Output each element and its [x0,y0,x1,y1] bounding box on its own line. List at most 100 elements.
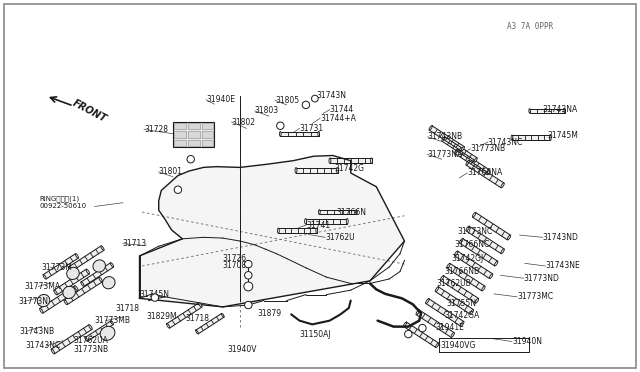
Ellipse shape [100,326,115,340]
Polygon shape [51,325,92,354]
Polygon shape [472,212,511,240]
Text: 31773MC: 31773MC [517,292,553,301]
Ellipse shape [63,286,76,298]
Polygon shape [404,322,438,347]
Text: 31728: 31728 [144,125,168,134]
Ellipse shape [40,308,43,313]
Text: 31743NE: 31743NE [545,262,580,270]
Ellipse shape [86,269,90,274]
Text: 31773NB: 31773NB [74,345,109,354]
Text: 00922-50610: 00922-50610 [40,203,87,209]
Text: 31743NA: 31743NA [543,105,578,114]
Text: 31743ND: 31743ND [543,233,579,242]
Ellipse shape [487,170,490,174]
Bar [174,123,186,129]
Ellipse shape [508,235,511,240]
Ellipse shape [75,286,78,291]
Text: 31766NC: 31766NC [454,240,490,249]
Circle shape [244,260,252,268]
Ellipse shape [54,290,58,295]
Polygon shape [64,277,102,305]
Circle shape [244,301,252,309]
Bar [188,140,200,146]
Polygon shape [416,310,454,337]
Text: 31801: 31801 [159,167,183,176]
Polygon shape [426,299,464,326]
Ellipse shape [37,295,50,307]
Polygon shape [447,263,485,291]
Polygon shape [530,109,565,113]
Polygon shape [330,158,372,164]
Ellipse shape [460,238,463,243]
Text: 31713: 31713 [123,239,147,248]
Ellipse shape [454,149,458,154]
Ellipse shape [76,254,79,258]
Ellipse shape [81,282,84,286]
Text: 31773MB: 31773MB [95,316,131,325]
Circle shape [244,282,253,291]
Text: 31773NC: 31773NC [458,227,493,236]
Polygon shape [54,269,90,295]
Text: A3 7A 0PPR: A3 7A 0PPR [508,22,554,31]
Polygon shape [196,313,224,334]
Text: 31718: 31718 [186,314,210,323]
Polygon shape [440,276,479,303]
Polygon shape [296,167,338,173]
Ellipse shape [221,313,224,317]
Text: 31766NA: 31766NA [467,169,502,177]
Circle shape [419,324,426,332]
Ellipse shape [482,286,485,291]
Polygon shape [44,254,78,279]
Polygon shape [40,286,78,313]
Bar [188,123,200,129]
Ellipse shape [529,109,531,113]
Ellipse shape [278,228,279,233]
Ellipse shape [85,337,88,341]
Text: RINGリング(1): RINGリング(1) [40,196,80,202]
Ellipse shape [356,209,357,214]
Text: 31940V: 31940V [227,345,257,354]
Ellipse shape [451,333,454,337]
Ellipse shape [461,321,464,326]
Text: 31731: 31731 [300,124,324,133]
Text: 31941E: 31941E [435,323,464,332]
Ellipse shape [564,109,566,113]
Text: 31773MA: 31773MA [24,282,60,291]
Polygon shape [466,160,504,188]
Polygon shape [280,131,319,136]
Text: 31742G: 31742G [334,164,364,173]
Text: 31940VG: 31940VG [440,341,476,350]
Ellipse shape [319,209,320,214]
Polygon shape [512,135,550,140]
Ellipse shape [196,330,198,334]
Text: 31773NA: 31773NA [428,150,463,159]
Bar [174,140,186,146]
Circle shape [187,155,195,163]
Ellipse shape [447,263,450,268]
Ellipse shape [111,321,113,325]
Ellipse shape [318,131,319,136]
Ellipse shape [166,324,170,328]
Text: 31829M: 31829M [146,312,177,321]
Ellipse shape [199,303,202,307]
Circle shape [404,330,412,338]
Text: 31766NB: 31766NB [445,267,480,276]
Ellipse shape [476,298,479,303]
Ellipse shape [102,277,115,289]
Ellipse shape [93,260,106,272]
Ellipse shape [501,249,504,254]
Ellipse shape [68,267,72,271]
Ellipse shape [511,135,513,140]
Ellipse shape [495,261,498,266]
Text: 31766N: 31766N [336,208,366,217]
Text: 31150AJ: 31150AJ [300,330,331,339]
Text: FRONT: FRONT [71,98,108,124]
Text: 31744+A: 31744+A [320,114,356,123]
Polygon shape [278,228,317,233]
Text: 31718: 31718 [115,304,140,312]
Bar [174,131,186,138]
Text: 31742GJ: 31742GJ [451,254,483,263]
Text: 31879: 31879 [257,309,282,318]
Ellipse shape [466,226,469,231]
Polygon shape [319,209,356,214]
